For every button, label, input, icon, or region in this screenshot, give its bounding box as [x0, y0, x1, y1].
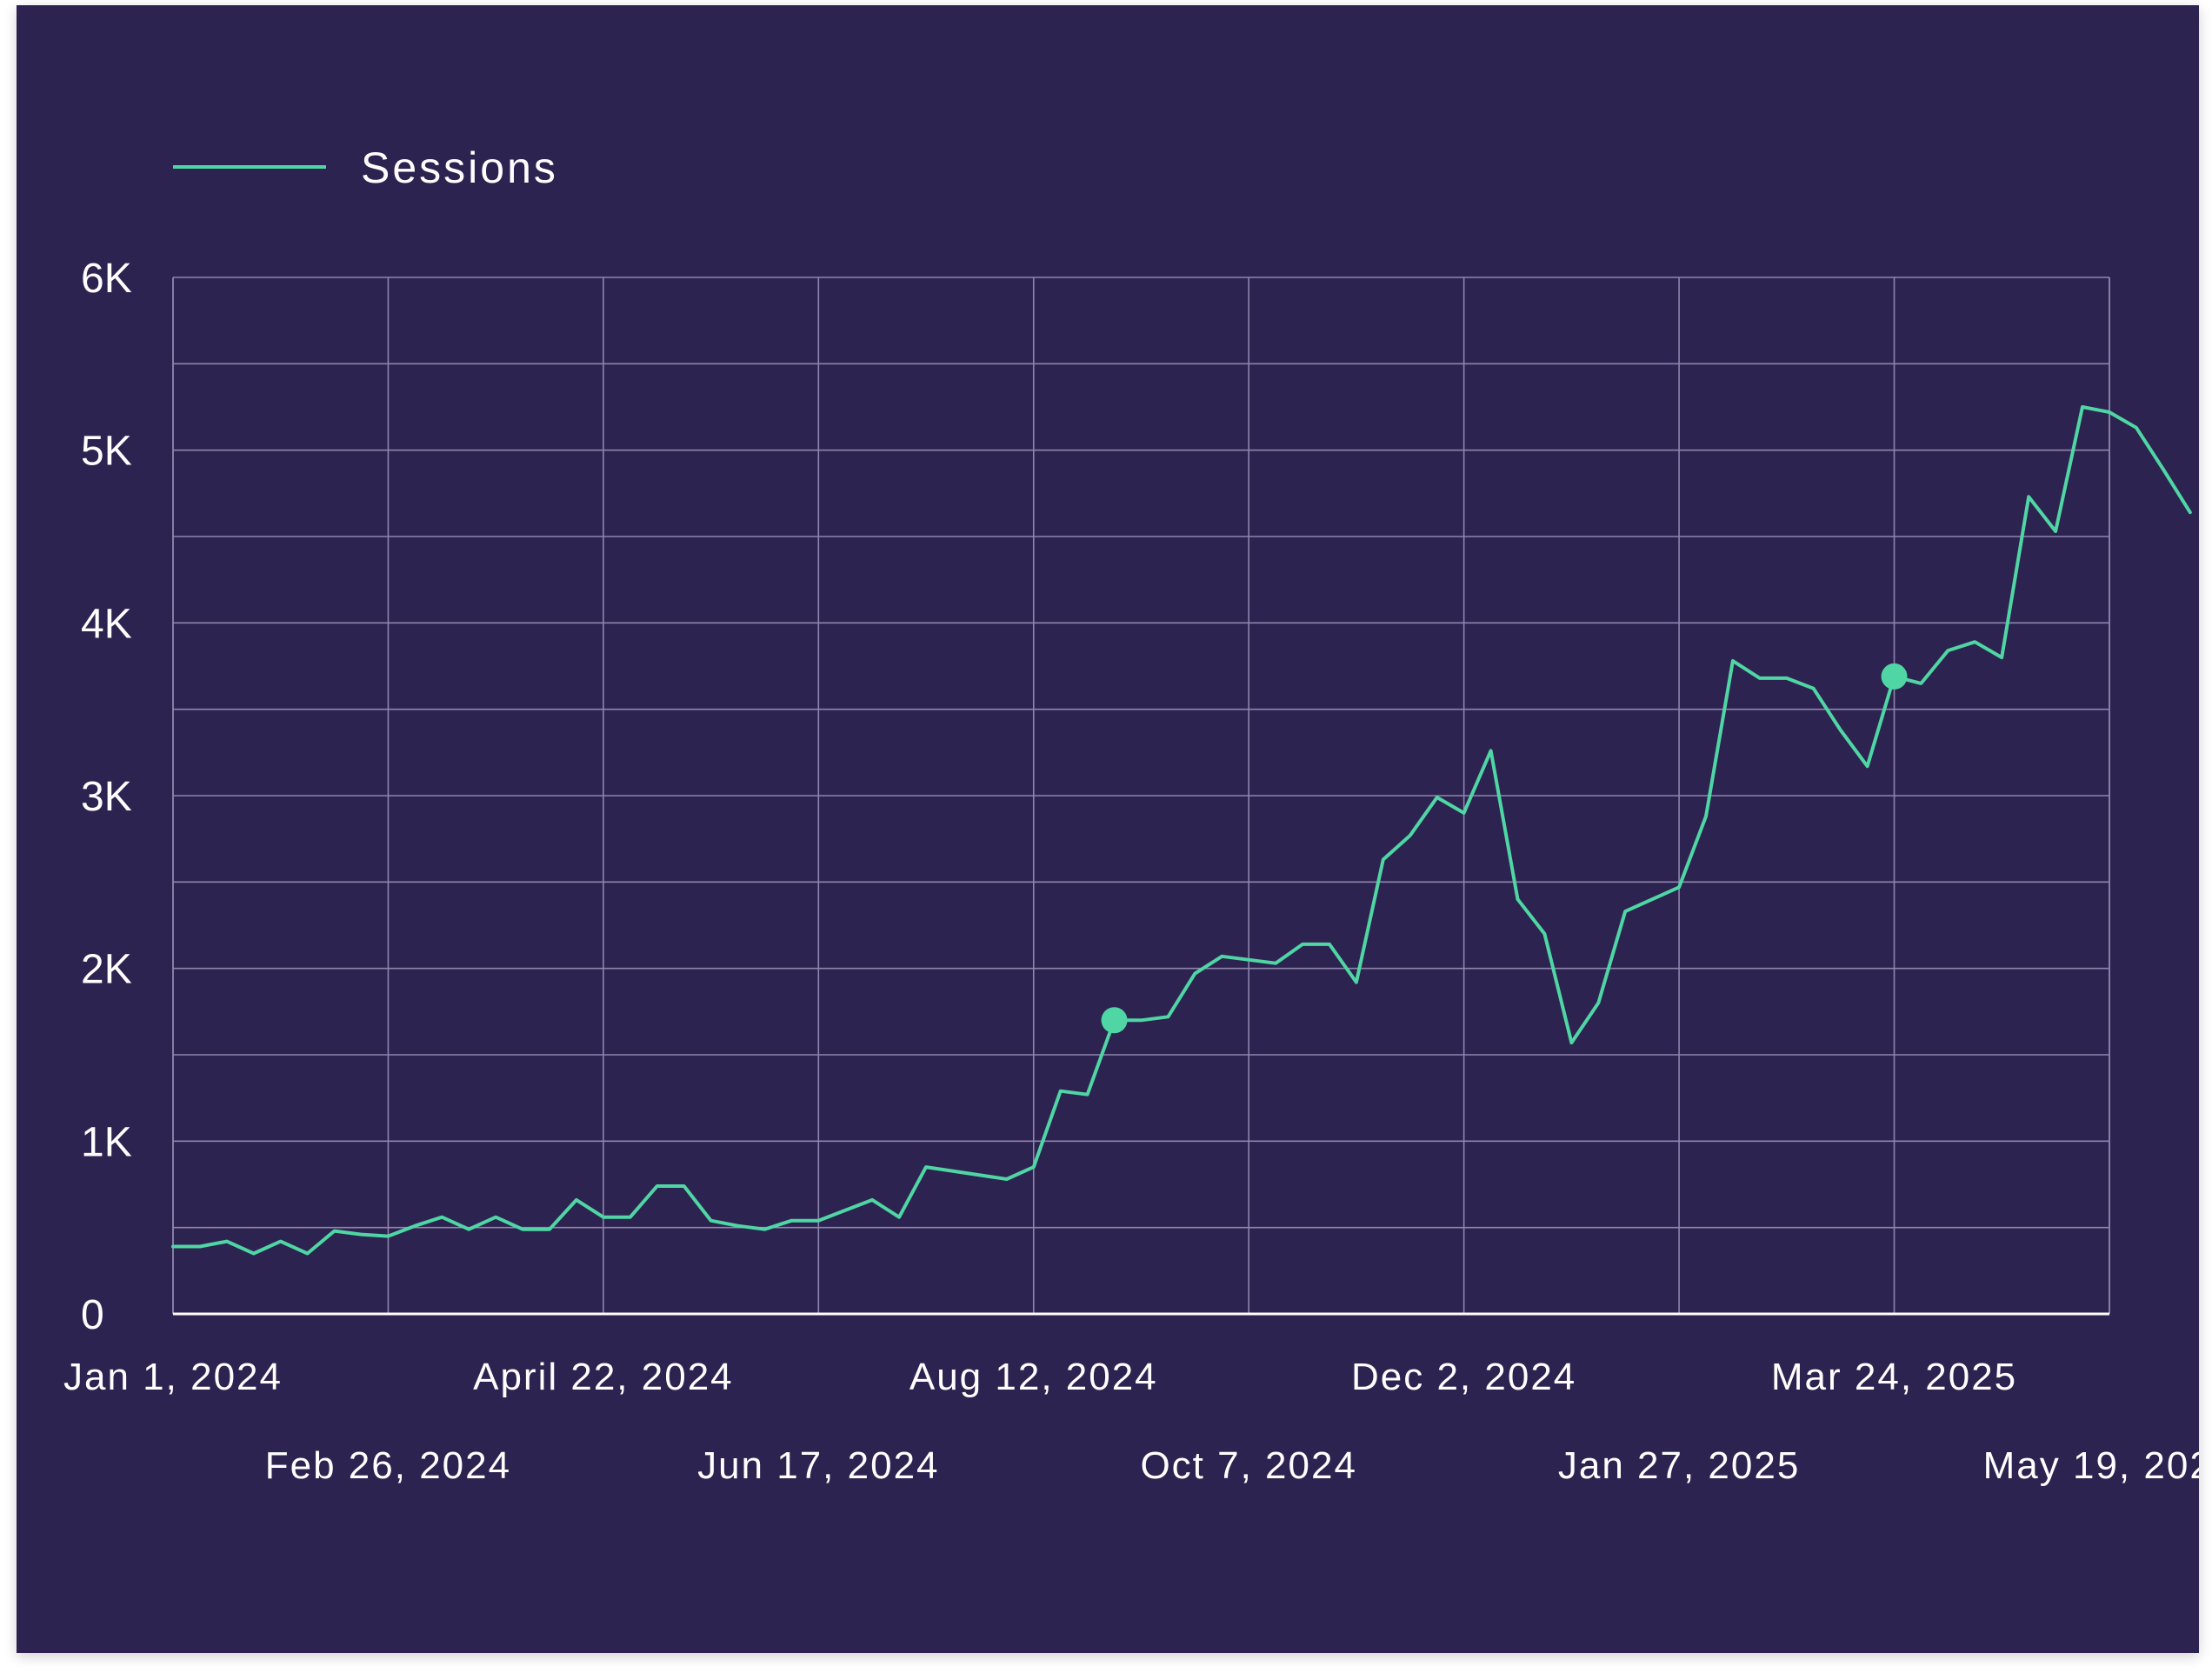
x-tick-label: Jan 27, 2025 [1558, 1444, 1800, 1487]
x-axis-labels: Jan 1, 2024 Feb 26, 2024 April 22, 2024 Jun… [63, 1356, 2199, 1487]
y-tick-label: 6K [81, 256, 132, 302]
y-tick-label: 0 [81, 1292, 104, 1338]
highlight-markers [1101, 663, 1908, 1034]
highlight-point-marker [1101, 1007, 1128, 1034]
series-line-sessions[interactable] [171, 405, 2192, 1256]
x-tick-label: Aug 12, 2024 [909, 1356, 1158, 1398]
x-tick-label: Feb 26, 2024 [265, 1444, 511, 1487]
x-tick-label: Jun 17, 2024 [697, 1444, 939, 1487]
line-chart: Sessions 0 1K 2K 3K 4K 5K 6K Jan 1, 2024 Feb 26… [63, 143, 2199, 1487]
chart-card: Sessions 0 1K 2K 3K 4K 5K 6K Jan 1, 2024 Feb 26… [17, 5, 2199, 1653]
y-axis-labels: 0 1K 2K 3K 4K 5K 6K [81, 256, 132, 1338]
x-tick-label: Jan 1, 2024 [63, 1356, 283, 1398]
x-tick-label: Mar 24, 2025 [1771, 1356, 2017, 1398]
y-tick-label: 4K [81, 601, 132, 647]
grid [172, 277, 2110, 1314]
highlight-point-marker [1881, 663, 1908, 690]
x-tick-label: May 19, 2025 [1983, 1444, 2199, 1487]
x-tick-label: Dec 2, 2024 [1351, 1356, 1576, 1398]
y-tick-label: 3K [81, 774, 132, 820]
y-tick-label: 5K [81, 429, 132, 475]
x-tick-label: Oct 7, 2024 [1140, 1444, 1356, 1487]
y-tick-label: 2K [81, 947, 132, 993]
legend-label-sessions: Sessions [361, 143, 558, 192]
legend[interactable]: Sessions [173, 143, 558, 192]
y-tick-label: 1K [81, 1119, 132, 1165]
x-tick-label: April 22, 2024 [473, 1356, 734, 1398]
